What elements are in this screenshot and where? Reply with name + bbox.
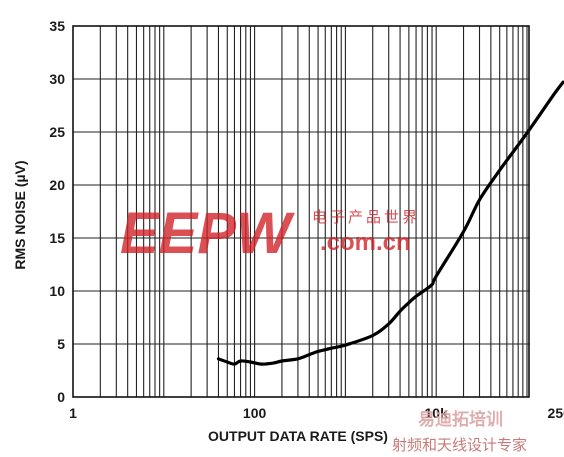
watermark-tagline: 电子产品世界	[312, 208, 420, 226]
footer-tagline: 射频和天线设计专家	[392, 436, 527, 454]
y-axis-title: RMS NOISE (µV)	[12, 160, 28, 269]
x-tick-label: 1	[69, 405, 77, 421]
footer-logo-text: 易迪拓培训	[418, 409, 503, 430]
x-tick-label: 250k	[548, 405, 564, 421]
y-tick-label: 10	[49, 283, 65, 299]
footer-watermark: 易迪拓培训 射频和天线设计专家	[392, 409, 527, 454]
y-tick-label: 0	[57, 389, 65, 405]
y-tick-label: 5	[57, 336, 65, 352]
watermark-logo: EEPW	[120, 201, 295, 266]
y-tick-label: 20	[49, 177, 65, 193]
x-tick-label: 100	[243, 405, 267, 421]
y-tick-label: 30	[49, 71, 65, 87]
y-tick-label: 25	[49, 124, 65, 140]
y-tick-label: 15	[49, 230, 65, 246]
y-tick-labels: 0 5 10 15 20 25 30 35	[49, 18, 65, 405]
watermark-site: .com.cn	[320, 229, 411, 256]
watermark: EEPW 电子产品世界 .com.cn	[120, 201, 420, 266]
y-tick-label: 35	[49, 18, 65, 34]
x-axis-title: OUTPUT DATA RATE (SPS)	[208, 428, 388, 444]
